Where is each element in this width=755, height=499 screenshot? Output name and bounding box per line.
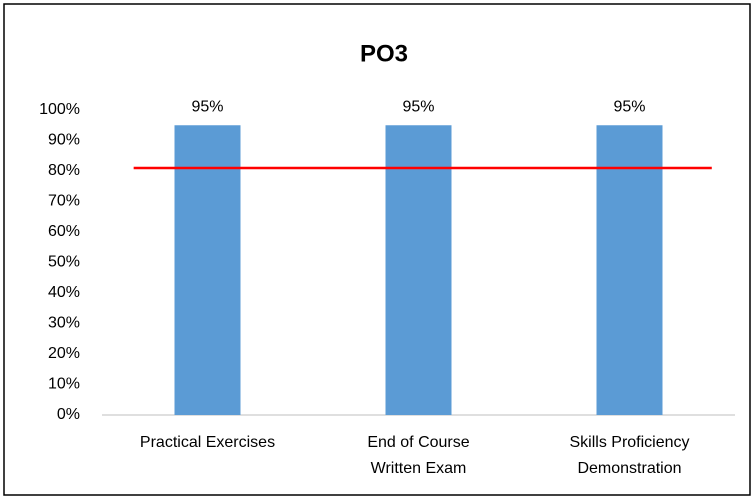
y-tick-label: 50% (48, 254, 80, 271)
data-label: 95% (613, 98, 645, 115)
x-tick-label: Written Exam (371, 460, 467, 477)
y-tick-label: 70% (48, 193, 80, 210)
chart-title: PO3 (360, 40, 408, 67)
x-tick-label: End of Course (367, 434, 469, 451)
x-tick-label: Demonstration (577, 460, 681, 477)
y-tick-label: 90% (48, 132, 80, 149)
y-tick-label: 20% (48, 345, 80, 362)
data-label: 95% (191, 98, 223, 115)
x-tick-label: Practical Exercises (140, 434, 275, 451)
data-label: 95% (402, 98, 434, 115)
y-tick-label: 0% (57, 406, 80, 423)
y-tick-label: 30% (48, 315, 80, 332)
y-tick-label: 80% (48, 162, 80, 179)
bar (174, 125, 241, 415)
y-tick-label: 100% (39, 101, 80, 118)
y-tick-label: 40% (48, 284, 80, 301)
bar (385, 125, 452, 415)
y-tick-label: 10% (48, 376, 80, 393)
bar (596, 125, 663, 415)
y-tick-label: 60% (48, 223, 80, 240)
x-tick-label: Skills Proficiency (569, 434, 689, 451)
